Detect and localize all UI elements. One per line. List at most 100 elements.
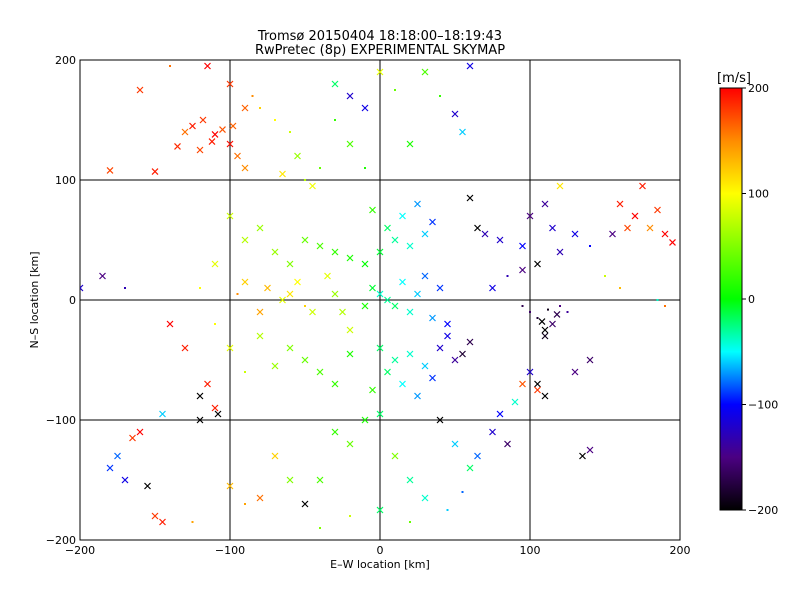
data-point-x-36: [421, 68, 429, 76]
data-point-dot-90: [604, 275, 606, 277]
colorbar-tick-label-4: −200: [748, 504, 778, 517]
data-point-dot-16: [304, 179, 306, 181]
data-point-x-164: [286, 344, 294, 352]
data-point-x-75: [541, 392, 549, 400]
data-point-dot-18: [334, 119, 336, 121]
x-axis-label: E–W location [km]: [330, 558, 430, 571]
data-point-x-53: [571, 230, 579, 238]
data-point-x-138: [226, 482, 234, 490]
colorbar-ticks: 200 100 0 −100 −200: [742, 82, 778, 517]
data-point-x-154: [301, 236, 309, 244]
data-point-x-126: [474, 452, 481, 460]
data-point-x-208: [466, 338, 474, 346]
data-point-x-184: [436, 284, 444, 292]
data-point-x-52: [549, 224, 556, 232]
data-point-x-201: [369, 386, 376, 394]
chart-title: Tromsø 20150404 18:18:00–18:19:43: [257, 29, 502, 44]
data-point-dot-137: [244, 503, 246, 505]
data-point-x-43: [99, 272, 106, 280]
data-point-x-152: [271, 248, 279, 256]
colorbar-tick-label-3: −100: [748, 399, 778, 412]
data-point-x-100: [136, 428, 144, 436]
x-tick-label-4: 200: [670, 544, 691, 557]
data-point-x-8: [174, 142, 181, 150]
data-point-x-153: [286, 260, 294, 268]
data-point-x-143: [309, 308, 316, 316]
data-point-x-28: [226, 80, 234, 88]
data-point-x-174: [376, 290, 384, 298]
data-point-x-182: [421, 272, 429, 280]
data-point-dot-14: [289, 131, 291, 133]
data-point-x-112: [286, 476, 294, 484]
data-point-x-101: [129, 434, 136, 442]
data-point-x-76: [526, 368, 534, 376]
data-point-dot-171: [244, 371, 246, 373]
data-point-x-57: [519, 266, 526, 274]
data-point-x-86: [669, 238, 676, 246]
data-point-x-46: [474, 224, 481, 232]
data-point-dot-12: [259, 107, 261, 109]
data-point-dot-173: [214, 323, 216, 325]
data-point-x-88: [624, 224, 631, 232]
data-point-x-108: [159, 518, 166, 526]
data-point-x-147: [241, 278, 249, 286]
data-point-x-192: [369, 206, 376, 214]
data-point-x-158: [361, 260, 369, 268]
data-point-x-9: [196, 146, 204, 154]
data-point-x-4: [219, 126, 226, 134]
data-point-x-33: [361, 104, 369, 112]
data-point-dot-65: [566, 311, 569, 313]
data-point-x-74: [534, 380, 541, 388]
data-point-dot-109: [191, 521, 194, 523]
data-point-x-200: [399, 380, 406, 388]
colorbar-tick-label-1: 100: [748, 188, 769, 201]
data-point-x-190: [384, 224, 391, 232]
data-point-x-167: [331, 380, 339, 388]
data-point-x-11: [229, 122, 237, 130]
data-point-dot-135: [409, 521, 411, 523]
data-point-x-206: [444, 332, 451, 340]
data-point-dot-35: [394, 89, 396, 91]
data-point-x-166: [316, 368, 324, 376]
data-point-x-119: [406, 476, 414, 484]
data-point-x-116: [361, 416, 369, 424]
data-points: [80, 62, 676, 529]
data-point-x-193: [414, 200, 421, 208]
data-point-x-159: [256, 224, 264, 232]
data-point-x-155: [316, 242, 324, 250]
data-point-x-144: [264, 284, 271, 292]
data-point-x-207: [459, 350, 466, 358]
data-point-x-148: [324, 272, 331, 280]
data-point-x-83: [661, 230, 669, 238]
data-point-dot-30: [251, 95, 254, 97]
data-point-x-63: [549, 320, 556, 328]
data-point-x-187: [391, 236, 399, 244]
data-point-x-49: [519, 242, 526, 250]
data-point-x-117: [376, 410, 384, 418]
data-point-x-99: [166, 320, 174, 328]
data-point-x-47: [481, 230, 489, 238]
colorbar-tick-label-2: 0: [748, 293, 755, 306]
data-point-dot-146: [236, 293, 239, 295]
data-point-x-198: [421, 362, 429, 370]
data-point-x-38: [451, 110, 459, 118]
data-point-x-19: [346, 140, 354, 148]
data-point-x-121: [451, 440, 459, 448]
data-point-x-110: [196, 416, 204, 424]
data-point-x-111: [271, 452, 279, 460]
data-point-x-202: [414, 392, 421, 400]
data-point-x-149: [331, 290, 339, 298]
data-point-x-160: [241, 236, 249, 244]
data-point-x-194: [429, 218, 436, 226]
data-point-x-85: [654, 206, 661, 214]
data-point-x-1: [189, 122, 196, 130]
data-point-x-134: [376, 506, 384, 514]
data-point-dot-61: [536, 317, 539, 319]
data-point-x-69: [553, 310, 561, 318]
data-point-dot-92: [656, 299, 659, 301]
axis-ticks: −200 −100 0 100 200 −200 −100 0 100 200: [46, 54, 691, 557]
grid-lines: [80, 60, 680, 540]
data-point-x-102: [159, 410, 166, 418]
x-tick-label-0: −200: [65, 544, 95, 557]
data-point-x-23: [151, 168, 159, 176]
